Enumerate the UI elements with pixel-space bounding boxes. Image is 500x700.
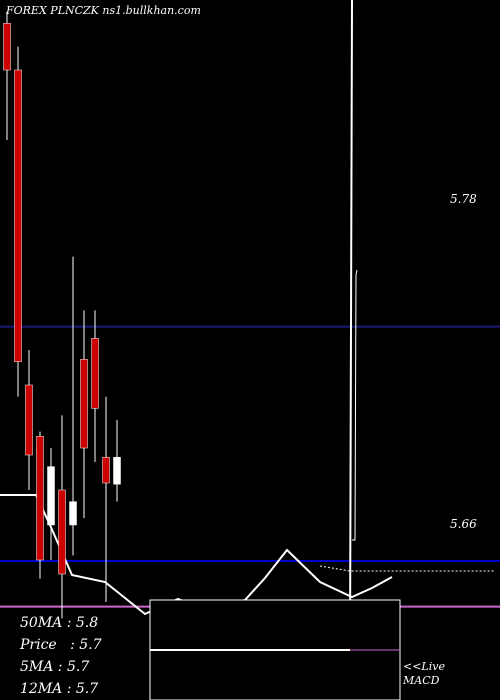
candle	[113, 420, 121, 502]
ma5-stat: 5MA : 5.7	[20, 659, 90, 675]
candle-body	[80, 359, 88, 449]
candle-body	[102, 457, 110, 484]
live-note-line1: <<Live	[403, 660, 445, 673]
candle	[47, 448, 55, 560]
price-stat: Price : 5.7	[20, 637, 102, 653]
ma12-stat: 12MA : 5.7	[20, 681, 99, 697]
candle-body	[25, 384, 33, 456]
live-macd-note: <<Live MACD	[403, 660, 445, 688]
candle	[58, 415, 66, 619]
candle-body	[113, 457, 121, 485]
candle	[25, 350, 33, 490]
indicator-spike-line-thin	[352, 269, 358, 541]
indicator-lines	[0, 0, 495, 651]
candle	[3, 11, 11, 140]
candle-body	[58, 489, 66, 575]
candle	[91, 310, 99, 462]
candle-body	[3, 23, 11, 71]
candle-body	[91, 338, 99, 409]
live-note-line2: MACD	[403, 674, 440, 687]
stats-block: 50MA : 5.8 Price : 5.7 5MA : 5.7 12MA : …	[20, 612, 102, 700]
site-label: ns1.bullkhan.com	[102, 4, 201, 17]
candle	[14, 46, 22, 397]
candle	[69, 256, 77, 556]
level-lines	[0, 325, 500, 608]
candle	[36, 431, 44, 579]
candles	[3, 11, 121, 619]
ma50-stat: 50MA : 5.8	[20, 615, 99, 631]
upper-level-label: 5.78	[450, 192, 477, 206]
candle	[102, 396, 110, 602]
candle-body	[36, 436, 44, 561]
candle-body	[47, 466, 55, 526]
chart-header: FOREX PLNCZK ns1.bullkhan.com	[6, 4, 201, 17]
candle	[80, 310, 88, 518]
symbol-label: FOREX PLNCZK	[6, 4, 99, 17]
indicator-spike-line	[346, 0, 353, 651]
candle-body	[14, 69, 22, 362]
lower-level-label: 5.66	[450, 517, 477, 531]
macd-panel	[149, 599, 401, 700]
candle-body	[69, 501, 77, 526]
indicator-line-dotted	[319, 565, 495, 572]
